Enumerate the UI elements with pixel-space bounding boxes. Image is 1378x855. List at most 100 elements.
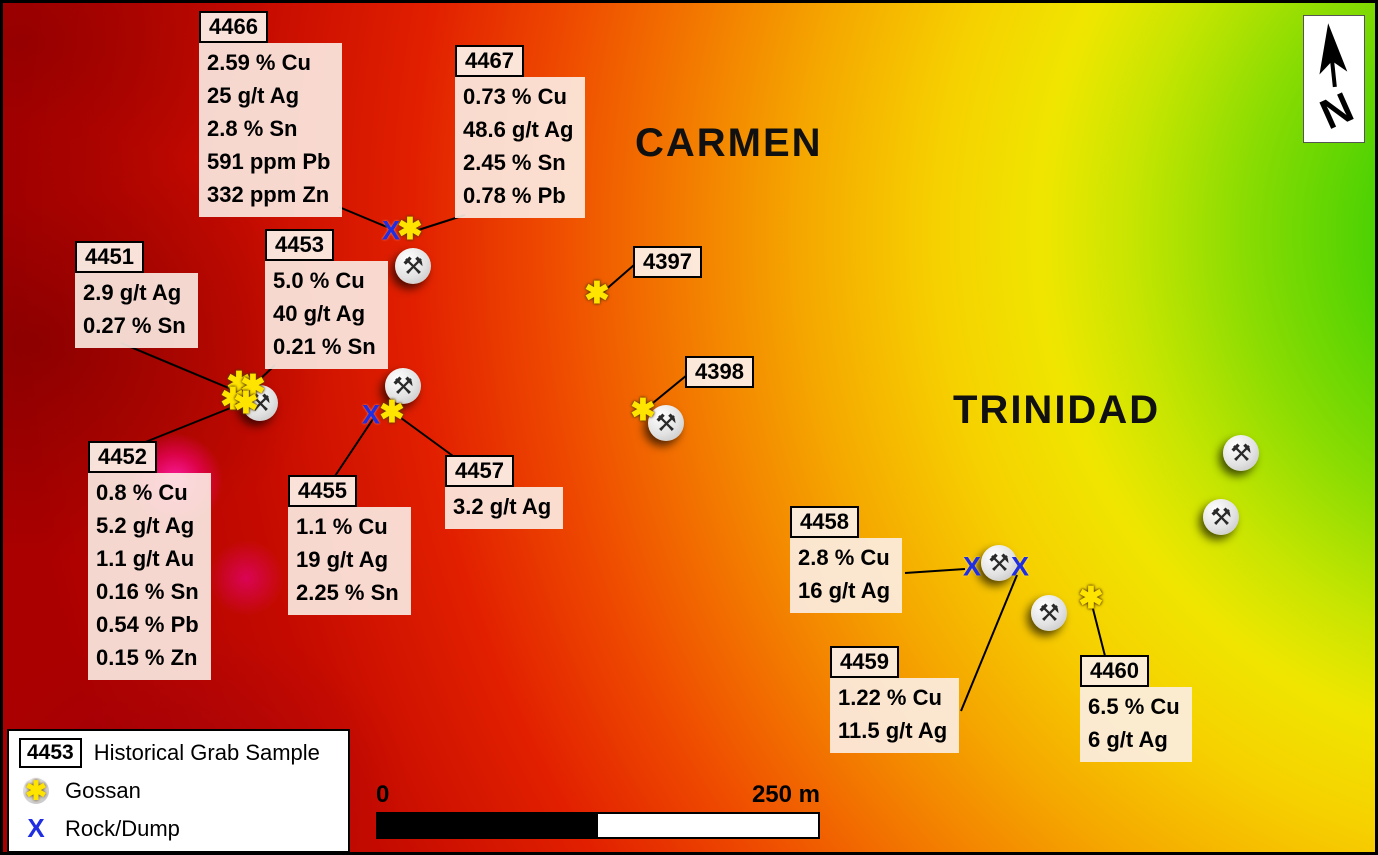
mine-symbol-icon: ⚒ (1203, 499, 1239, 535)
rock-dump-marker-icon: X (962, 551, 982, 582)
assay-line: 11.5 g/t Ag (838, 718, 948, 743)
assay-line: 2.8 % Cu (798, 545, 890, 570)
gossan-marker-icon: ✱ (233, 387, 259, 420)
assay-values: 0.73 % Cu 48.6 g/t Ag 2.45 % Sn 0.78 % P… (455, 77, 586, 218)
sample-callout-4451: 4451 2.9 g/t Ag 0.27 % Sn (75, 241, 198, 348)
sample-id-badge: 4467 (455, 45, 524, 77)
crossed-hammers-icon: ⚒ (1038, 599, 1060, 627)
scale-start-label: 0 (376, 781, 390, 808)
gossan-marker-icon: ✱ (630, 394, 656, 427)
assay-line: 1.22 % Cu (838, 685, 942, 710)
legend-rock-dump-label: Rock/Dump (65, 815, 180, 841)
assay-line: 2.45 % Sn (463, 150, 566, 175)
sample-id-badge: 4451 (75, 241, 144, 273)
north-arrow: N (1303, 15, 1365, 143)
north-label: N (1313, 83, 1360, 138)
scale-bar-white-segment (598, 814, 818, 837)
sample-id-badge: 4397 (633, 246, 702, 278)
gossan-marker-icon: ✱ (240, 370, 266, 403)
assay-line: 5.2 g/t Ag (96, 513, 195, 538)
gossan-marker-icon: ✱ (379, 396, 405, 429)
sample-id-badge: 4460 (1080, 655, 1149, 687)
mine-symbol-icon: ⚒ (648, 405, 684, 441)
sample-callout-4397: 4397 (633, 246, 702, 278)
gossan-marker-icon: ✱ (584, 277, 610, 310)
region-label-trinidad: TRINIDAD (953, 388, 1161, 432)
crossed-hammers-icon: ⚒ (988, 549, 1010, 577)
assay-line: 2.9 g/t Ag (83, 280, 182, 305)
sample-id-badge: 4458 (790, 506, 859, 538)
sample-callout-4398: 4398 (685, 356, 754, 388)
mine-symbol-icon: ⚒ (981, 545, 1017, 581)
sample-id-badge: 4457 (445, 455, 514, 487)
assay-values: 2.59 % Cu 25 g/t Ag 2.8 % Sn 591 ppm Pb … (199, 43, 343, 217)
sample-callout-4453: 4453 5.0 % Cu 40 g/t Ag 0.21 % Sn (265, 229, 388, 369)
sample-callout-4452: 4452 0.8 % Cu 5.2 g/t Ag 1.1 g/t Au 0.16… (88, 441, 211, 680)
north-arrow-icon: N (1313, 23, 1360, 138)
assay-values: 1.1 % Cu 19 g/t Ag 2.25 % Sn (288, 507, 411, 615)
scale-bar-graphic (376, 812, 820, 839)
assay-line: 1.1 % Cu (296, 514, 388, 539)
assay-line: 0.8 % Cu (96, 480, 188, 505)
sample-callout-4466: 4466 2.59 % Cu 25 g/t Ag 2.8 % Sn 591 pp… (199, 11, 343, 217)
gossan-marker-icon: ✱ (1078, 582, 1104, 615)
assay-line: 2.8 % Sn (207, 116, 298, 141)
assay-line: 0.21 % Sn (273, 334, 376, 359)
legend-row-rock-dump: X Rock/Dump (19, 813, 338, 844)
mine-symbol-icon: ⚒ (385, 368, 421, 404)
sample-id-badge: 4452 (88, 441, 157, 473)
assay-values: 6.5 % Cu 6 g/t Ag (1080, 687, 1192, 762)
scale-bar: 0 250 m (376, 781, 820, 839)
legend: 4453 Historical Grab Sample ✱ Gossan X R… (7, 729, 350, 852)
rock-dump-marker-icon: X (381, 215, 401, 246)
assay-values: 5.0 % Cu 40 g/t Ag 0.21 % Sn (265, 261, 388, 369)
assay-line: 40 g/t Ag (273, 301, 366, 326)
sample-id-badge: 4398 (685, 356, 754, 388)
sample-callout-4467: 4467 0.73 % Cu 48.6 g/t Ag 2.45 % Sn 0.7… (455, 45, 586, 218)
legend-row-gossan: ✱ Gossan (19, 775, 338, 806)
sample-callout-4455: 4455 1.1 % Cu 19 g/t Ag 2.25 % Sn (288, 475, 411, 615)
mine-symbol-icon: ⚒ (1223, 435, 1259, 471)
assay-line: 6.5 % Cu (1088, 694, 1180, 719)
gossan-asterisk-icon: ✱ (25, 775, 47, 805)
gossan-icon: ✱ (19, 775, 53, 806)
assay-line: 25 g/t Ag (207, 83, 300, 108)
assay-line: 0.27 % Sn (83, 313, 186, 338)
assay-values: 3.2 g/t Ag (445, 487, 564, 529)
assay-line: 0.15 % Zn (96, 645, 198, 670)
assay-line: 3.2 g/t Ag (453, 494, 552, 519)
assay-line: 5.0 % Cu (273, 268, 365, 293)
assay-line: 0.16 % Sn (96, 579, 199, 604)
scale-end-label: 250 m (751, 781, 820, 808)
assay-line: 2.59 % Cu (207, 50, 311, 75)
sample-callout-4459: 4459 1.22 % Cu 11.5 g/t Ag (830, 646, 960, 753)
mine-symbol-icon: ⚒ (242, 385, 278, 421)
sample-id-badge: 4455 (288, 475, 357, 507)
gossan-marker-icon: ✱ (397, 213, 423, 246)
assay-line: 0.78 % Pb (463, 183, 566, 208)
assay-values: 0.8 % Cu 5.2 g/t Ag 1.1 g/t Au 0.16 % Sn… (88, 473, 211, 680)
sample-id-badge: 4453 (265, 229, 334, 261)
assay-line: 48.6 g/t Ag (463, 117, 574, 142)
legend-sample-id-example: 4453 (19, 738, 82, 768)
assay-line: 0.73 % Cu (463, 84, 567, 109)
assay-line: 16 g/t Ag (798, 578, 891, 603)
assay-line: 1.1 g/t Au (96, 546, 195, 571)
sample-callout-4457: 4457 3.2 g/t Ag (445, 455, 564, 529)
rock-dump-marker-icon: X (1010, 551, 1030, 582)
rock-dump-x-icon: X (27, 813, 45, 843)
sample-id-badge: 4459 (830, 646, 899, 678)
sample-callout-4458: 4458 2.8 % Cu 16 g/t Ag (790, 506, 903, 613)
scale-bar-black-segment (378, 814, 598, 837)
crossed-hammers-icon: ⚒ (1230, 439, 1252, 467)
callout-connector-lines (120, 206, 1106, 712)
assay-line: 591 ppm Pb (207, 149, 331, 174)
scale-bar-labels: 0 250 m (376, 781, 820, 809)
assay-values: 2.9 g/t Ag 0.27 % Sn (75, 273, 198, 348)
gossan-marker-icon: ✱ (220, 383, 246, 416)
assay-values: 2.8 % Cu 16 g/t Ag (790, 538, 903, 613)
assay-line: 2.25 % Sn (296, 580, 399, 605)
gossan-circle (23, 777, 49, 804)
legend-historical-label: Historical Grab Sample (93, 740, 320, 765)
